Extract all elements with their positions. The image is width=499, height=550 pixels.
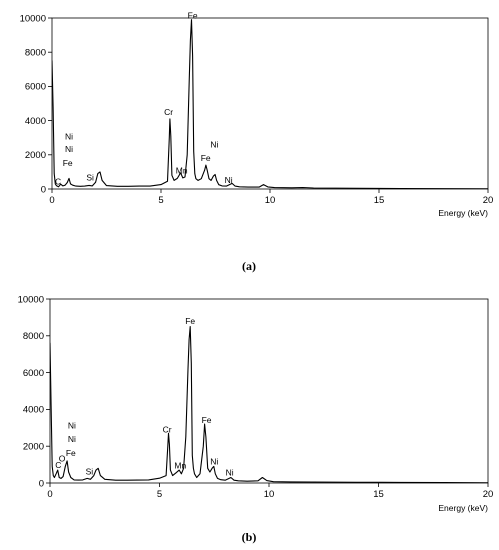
figure-caption: (b)	[242, 530, 257, 544]
x-axis-title: Energy (keV)	[438, 503, 488, 513]
x-tick-label: 10	[264, 489, 275, 500]
y-tick-label: 10000	[18, 294, 44, 305]
peak-label-ni: Ni	[65, 144, 73, 154]
peak-label-fe: Fe	[202, 415, 212, 425]
x-tick-label: 0	[47, 489, 52, 500]
peak-label-si: Si	[86, 172, 94, 182]
x-tick-label: 15	[373, 489, 384, 500]
peak-label-c: C	[55, 177, 61, 187]
chart-panel-a: 0 2000 4000 6000 8000 10000 0 5 10 15 20 Energy (ke…	[20, 10, 494, 273]
y-tick-label: 2000	[23, 442, 44, 453]
y-tick-label: 6000	[23, 368, 44, 379]
peak-label-mn: Mn	[176, 166, 188, 176]
y-tick-label: 10000	[20, 13, 46, 24]
y-tick-label: 4000	[23, 405, 44, 416]
y-tick-label: 8000	[25, 48, 46, 59]
spectrum-line	[52, 19, 488, 189]
peak-label-fe: Fe	[201, 153, 211, 163]
peak-label-cr: Cr	[164, 107, 173, 117]
peak-label-ni: Ni	[65, 131, 73, 141]
peak-label-ni: Ni	[226, 467, 234, 477]
plot-frame	[51, 17, 489, 190]
y-tick-label: 0	[39, 478, 44, 489]
peak-label-ni: Ni	[225, 175, 233, 185]
peak-label-fe: Fe	[188, 10, 198, 20]
y-tick-label: 2000	[25, 150, 46, 161]
plot-frame	[49, 298, 489, 484]
x-tick-label: 0	[49, 195, 54, 206]
peak-label-ni: Ni	[68, 434, 76, 444]
y-tick-label: 4000	[25, 116, 46, 127]
peak-label-ni: Ni	[68, 420, 76, 430]
x-tick-label: 10	[265, 195, 276, 206]
x-tick-label: 20	[483, 489, 494, 500]
x-axis-title: Energy (keV)	[438, 208, 488, 218]
peak-label-o: O	[59, 453, 66, 463]
y-tick-label: 0	[41, 184, 46, 195]
y-tick-label: 8000	[23, 331, 44, 342]
peak-label-fe: Fe	[66, 448, 76, 458]
chart-panel-b: 0 2000 4000 6000 8000 10000 0 5 10 15 20 Energy (ke…	[18, 294, 494, 544]
x-tick-label: 5	[157, 489, 162, 500]
peak-label-ni: Ni	[210, 456, 218, 466]
peak-label-cr: Cr	[163, 424, 172, 434]
x-tick-label: 20	[483, 195, 494, 206]
peak-label-fe: Fe	[63, 158, 73, 168]
y-tick-label: 6000	[25, 82, 46, 93]
x-tick-label: 5	[158, 195, 163, 206]
peak-label-c: C	[55, 460, 61, 470]
peak-label-si: Si	[86, 467, 94, 477]
peak-label-fe: Fe	[185, 316, 195, 326]
figure-caption: (a)	[242, 259, 256, 273]
x-tick-label: 15	[374, 195, 385, 206]
peak-label-mn: Mn	[174, 461, 186, 471]
spectrum-line	[50, 326, 488, 483]
peak-label-ni: Ni	[210, 139, 218, 149]
